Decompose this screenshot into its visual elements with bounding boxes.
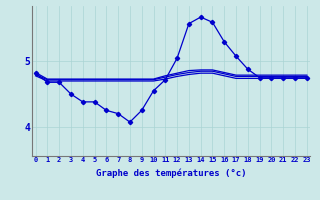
X-axis label: Graphe des températures (°c): Graphe des températures (°c) xyxy=(96,169,246,178)
